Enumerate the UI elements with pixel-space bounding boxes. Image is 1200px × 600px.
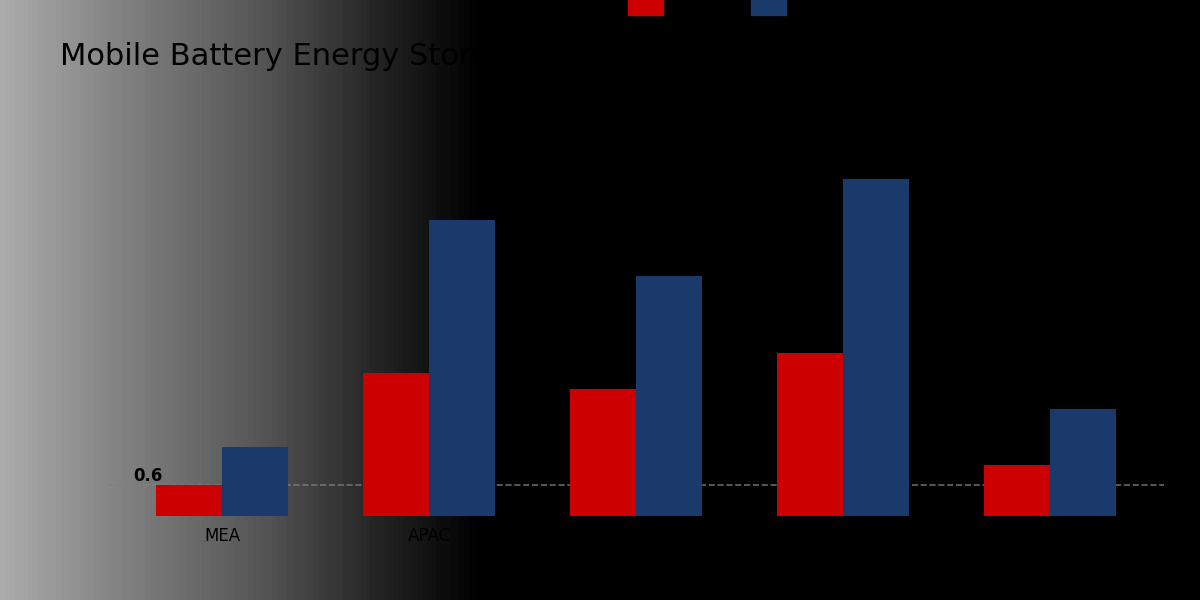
Bar bbox=[430, 220, 496, 516]
Bar bbox=[222, 447, 288, 516]
Bar bbox=[1050, 409, 1116, 516]
Bar bbox=[776, 353, 842, 516]
Bar bbox=[570, 389, 636, 516]
Bar bbox=[156, 485, 222, 516]
Legend: 2023, 2032: 2023, 2032 bbox=[620, 0, 858, 23]
Text: 0.6: 0.6 bbox=[133, 467, 163, 485]
Bar bbox=[636, 276, 702, 516]
Bar bbox=[984, 465, 1050, 516]
Bar bbox=[362, 373, 430, 516]
Bar bbox=[842, 179, 910, 516]
Text: Mobile Battery Energy Storage System Market, By Regional, 2023 & 2032: Mobile Battery Energy Storage System Mar… bbox=[60, 42, 1184, 71]
